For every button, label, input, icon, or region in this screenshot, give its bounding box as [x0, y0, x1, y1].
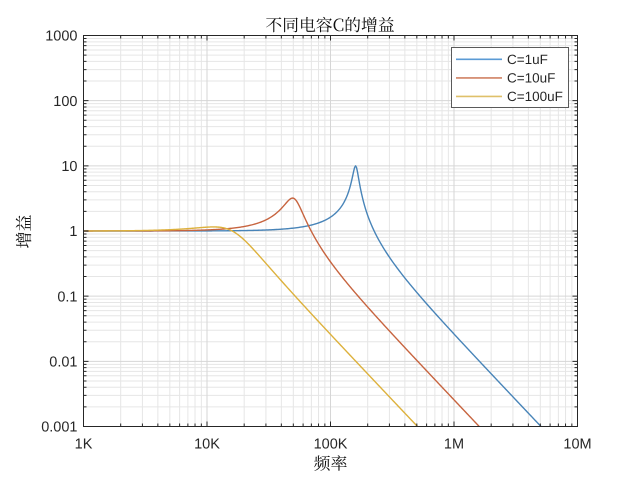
svg-text:1: 1 — [69, 224, 77, 240]
svg-text:C=1uF: C=1uF — [507, 52, 548, 67]
svg-text:100K: 100K — [314, 436, 348, 452]
svg-text:C=10uF: C=10uF — [507, 71, 555, 86]
svg-text:0.1: 0.1 — [57, 289, 77, 305]
svg-text:1M: 1M — [444, 436, 464, 452]
svg-text:100: 100 — [53, 94, 77, 110]
svg-text:0.001: 0.001 — [41, 420, 77, 436]
svg-text:10K: 10K — [194, 436, 220, 452]
svg-text:0.01: 0.01 — [49, 355, 77, 371]
svg-text:1000: 1000 — [45, 29, 77, 45]
svg-text:10M: 10M — [563, 436, 591, 452]
svg-text:10: 10 — [61, 159, 77, 175]
svg-text:C=100uF: C=100uF — [507, 89, 563, 104]
svg-text:1K: 1K — [75, 436, 93, 452]
